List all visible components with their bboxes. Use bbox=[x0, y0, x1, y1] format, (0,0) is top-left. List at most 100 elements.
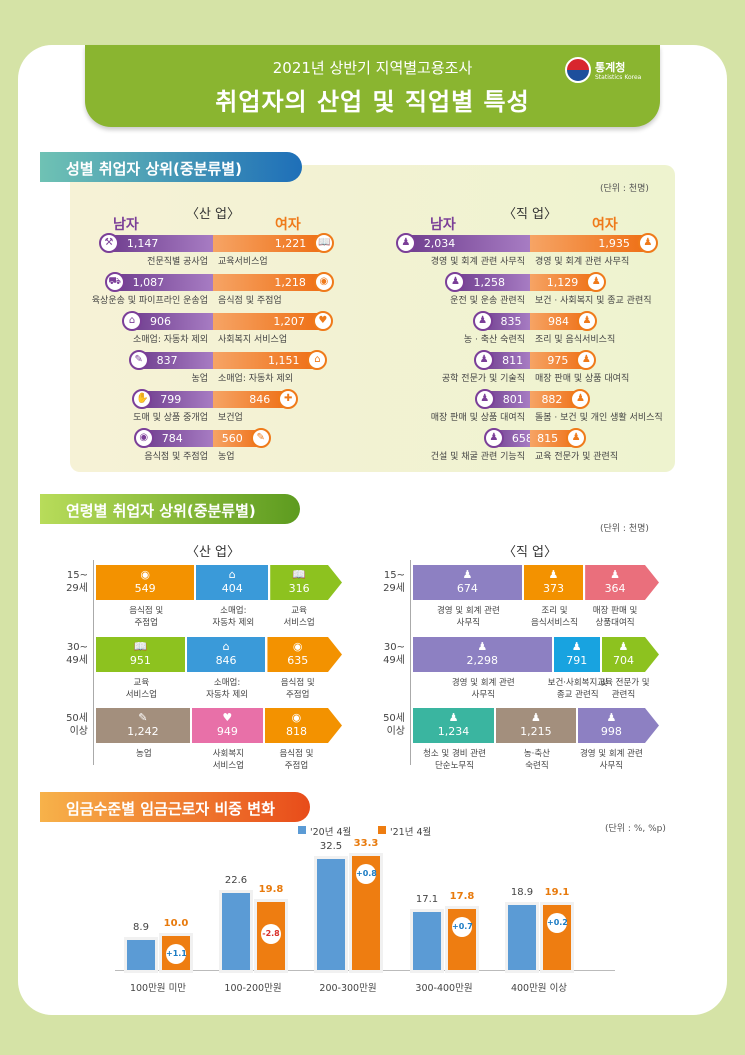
construction-worker-icon: ♟ bbox=[483, 428, 504, 448]
male-category-label: 음식점 및 주점업 bbox=[144, 452, 208, 462]
female-value: 1,207 bbox=[273, 315, 305, 328]
value-label-2021: 33.3 bbox=[353, 838, 379, 850]
x-axis-line bbox=[115, 970, 615, 971]
segment-label: 교육 전문가 및 관련직 bbox=[597, 678, 650, 700]
bar-2020 bbox=[413, 911, 441, 970]
female-category-label: 매장 판매 및 상품 대여직 bbox=[535, 374, 630, 384]
female-category-label: 소매업: 자동차 제외 bbox=[218, 374, 293, 384]
segment-label: 소매업: 자동차 제외 bbox=[212, 606, 255, 628]
taegeuk-icon bbox=[565, 57, 591, 83]
age-bar-segment: ♟ 791 bbox=[553, 637, 602, 672]
category-label: 300-400만원 bbox=[415, 983, 473, 994]
chef-icon: ♟ bbox=[576, 311, 597, 331]
female-category-label: 경영 및 회계 관련 사무직 bbox=[535, 257, 630, 267]
age-bar-segment: ♟ 1,215 bbox=[496, 708, 578, 743]
value-label-2021: 19.8 bbox=[258, 884, 284, 896]
female-bar: 1,935 ♟ bbox=[530, 233, 658, 253]
age-bar-segment: ♟ 364 bbox=[585, 565, 659, 600]
segment-value: 364 bbox=[604, 582, 626, 595]
male-value: 801 bbox=[502, 393, 524, 406]
value-label-2020: 8.9 bbox=[133, 921, 149, 933]
office-worker-icon: ♟ bbox=[395, 233, 416, 253]
header-banner: 2021년 상반기 지역별고용조사 취업자의 산업 및 직업별 특성 bbox=[85, 45, 660, 127]
age-bar-segment: ◉ 635 bbox=[267, 637, 342, 672]
corn-icon: ✎ bbox=[138, 711, 148, 724]
female-value: 1,129 bbox=[546, 276, 579, 289]
age-bar-segment: ♟ 704 bbox=[601, 637, 659, 672]
legend-swatch-2020 bbox=[298, 826, 306, 834]
segment-label: 경영 및 회계 관련 사무직 bbox=[579, 749, 643, 771]
change-badge: -2.8 bbox=[261, 924, 281, 945]
segment-value: 549 bbox=[134, 582, 156, 595]
female-category-label: 교육 전문가 및 관련직 bbox=[535, 452, 619, 462]
age-bar-segment: ♥ 949 bbox=[191, 708, 265, 743]
age-group-label: 15~ 29세 bbox=[66, 570, 88, 594]
medical-kit-icon: ✚ bbox=[278, 389, 299, 409]
female-bar: 975 ♟ bbox=[530, 350, 597, 370]
segment-label: 소매업: 자동차 제외 bbox=[206, 678, 248, 700]
heart-icon: ♥ bbox=[222, 711, 233, 724]
segment-value: 635 bbox=[287, 654, 309, 667]
age-bar-segment: ✎ 1,242 bbox=[96, 708, 192, 743]
legend-label-2020: '20년 4월 bbox=[310, 827, 352, 838]
category-label: 100만원 미만 bbox=[129, 983, 187, 994]
male-category-label: 경영 및 회계 관련 사무직 bbox=[430, 257, 525, 267]
segment-value: 846 bbox=[215, 654, 237, 667]
female-value: 846 bbox=[249, 393, 271, 406]
value-label-2020: 17.1 bbox=[415, 893, 439, 905]
dish-icon: ◉ bbox=[140, 568, 150, 581]
female-label: 여자 bbox=[275, 217, 301, 233]
section-gender-unit: (단위 : 천명) bbox=[600, 184, 649, 194]
bar-2020 bbox=[508, 905, 536, 970]
cashier-icon: ♟ bbox=[474, 389, 495, 409]
male-category-label: 농 · 축산 숙련직 bbox=[463, 335, 525, 345]
age-bar-segment: ⌂ 404 bbox=[196, 565, 271, 600]
female-bar: 1,207 ♥ bbox=[213, 311, 333, 331]
segment-label: 경영 및 회계 관련 사무직 bbox=[436, 606, 500, 628]
book-icon: 📖 bbox=[292, 568, 306, 581]
value-label-2020: 18.9 bbox=[510, 887, 534, 899]
male-category-label: 매장 판매 및 상품 대여직 bbox=[430, 413, 525, 423]
teacher-icon: ♟ bbox=[566, 428, 587, 448]
female-value: 1,221 bbox=[274, 237, 307, 250]
dish-icon: ◉ bbox=[292, 640, 303, 653]
bar-2020 bbox=[127, 939, 155, 970]
office-worker-icon: ♟ bbox=[477, 640, 488, 653]
category-label: 400만원 이상 bbox=[510, 983, 568, 994]
age-group-label: 30~ 49세 bbox=[66, 642, 88, 666]
store-icon: ⌂ bbox=[122, 311, 143, 331]
male-value: 799 bbox=[160, 393, 182, 406]
corn-icon: ✎ bbox=[250, 428, 271, 448]
male-category-label: 소매업: 자동차 제외 bbox=[133, 335, 208, 345]
male-bar: 1,087 ⛟ bbox=[104, 272, 213, 292]
change-badge: +0.8 bbox=[356, 864, 377, 885]
female-category-label: 돌봄 · 보건 및 개인 생활 서비스직 bbox=[535, 413, 663, 423]
logo-text: 통계청 bbox=[595, 61, 626, 74]
male-bar: 837 ✎ bbox=[128, 350, 213, 370]
female-bar: 1,129 ♟ bbox=[530, 272, 607, 292]
segment-value: 316 bbox=[288, 582, 310, 595]
handshake-icon: ✋ bbox=[132, 389, 153, 409]
header-title: 취업자의 산업 및 직업별 특성 bbox=[215, 88, 530, 116]
female-value: 1,218 bbox=[274, 276, 306, 289]
segment-value: 951 bbox=[129, 654, 151, 667]
female-bar: 1,218 ◉ bbox=[213, 272, 334, 292]
segment-label: 보건·사회복지 및 종교 관련직 bbox=[547, 678, 608, 700]
office-worker-icon: ♟ bbox=[606, 711, 617, 724]
segment-value: 818 bbox=[285, 725, 307, 738]
age-bar-segment: 📖 951 bbox=[96, 637, 187, 672]
value-label-2021: 17.8 bbox=[449, 891, 475, 903]
segment-label: 매장 판매 및 상품대여직 bbox=[592, 606, 638, 628]
occupation-gender-title: 〈직 업〉 bbox=[502, 207, 558, 222]
industry-gender-title: 〈산 업〉 bbox=[185, 207, 241, 222]
segment-label: 농·축산 숙련직 bbox=[523, 749, 551, 771]
occupation-age-title: 〈직 업〉 bbox=[502, 545, 558, 560]
crane-icon: ⚒ bbox=[98, 233, 119, 253]
segment-value: 2,298 bbox=[466, 654, 499, 667]
age-bar-segment: ♟ 998 bbox=[577, 708, 659, 743]
male-value: 2,034 bbox=[423, 237, 456, 250]
store-icon: ⌂ bbox=[222, 640, 230, 653]
store-icon: ⌂ bbox=[228, 568, 236, 581]
female-value: 815 bbox=[537, 432, 559, 445]
age-bar-segment: ♟ 674 bbox=[413, 565, 524, 600]
